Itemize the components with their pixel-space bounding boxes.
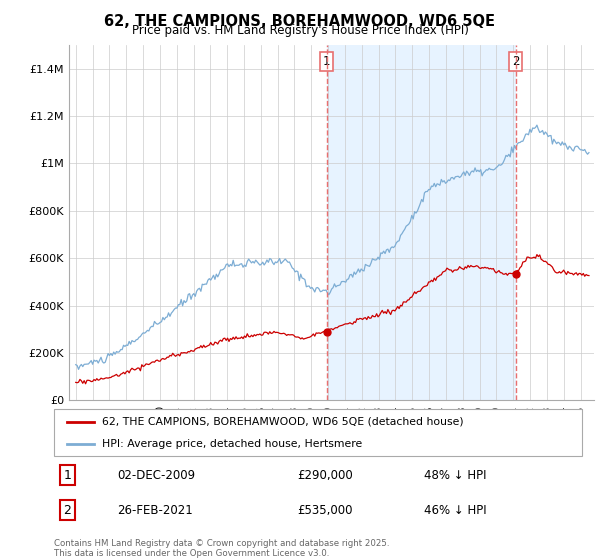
Text: Contains HM Land Registry data © Crown copyright and database right 2025.
This d: Contains HM Land Registry data © Crown c… [54, 539, 389, 558]
Text: 46% ↓ HPI: 46% ↓ HPI [424, 504, 486, 517]
Text: 1: 1 [323, 55, 331, 68]
Text: 2: 2 [63, 504, 71, 517]
Text: 48% ↓ HPI: 48% ↓ HPI [424, 469, 486, 482]
Text: Price paid vs. HM Land Registry's House Price Index (HPI): Price paid vs. HM Land Registry's House … [131, 24, 469, 37]
Text: £535,000: £535,000 [297, 504, 352, 517]
Bar [327, 45, 516, 400]
Text: 2: 2 [512, 55, 520, 68]
Text: 1: 1 [63, 469, 71, 482]
Text: 26-FEB-2021: 26-FEB-2021 [118, 504, 193, 517]
Text: £290,000: £290,000 [297, 469, 353, 482]
Text: 62, THE CAMPIONS, BOREHAMWOOD, WD6 5QE (detached house): 62, THE CAMPIONS, BOREHAMWOOD, WD6 5QE (… [101, 417, 463, 427]
Text: HPI: Average price, detached house, Hertsmere: HPI: Average price, detached house, Hert… [101, 438, 362, 449]
Text: 02-DEC-2009: 02-DEC-2009 [118, 469, 196, 482]
FancyBboxPatch shape [54, 409, 582, 456]
Text: 62, THE CAMPIONS, BOREHAMWOOD, WD6 5QE: 62, THE CAMPIONS, BOREHAMWOOD, WD6 5QE [104, 14, 496, 29]
